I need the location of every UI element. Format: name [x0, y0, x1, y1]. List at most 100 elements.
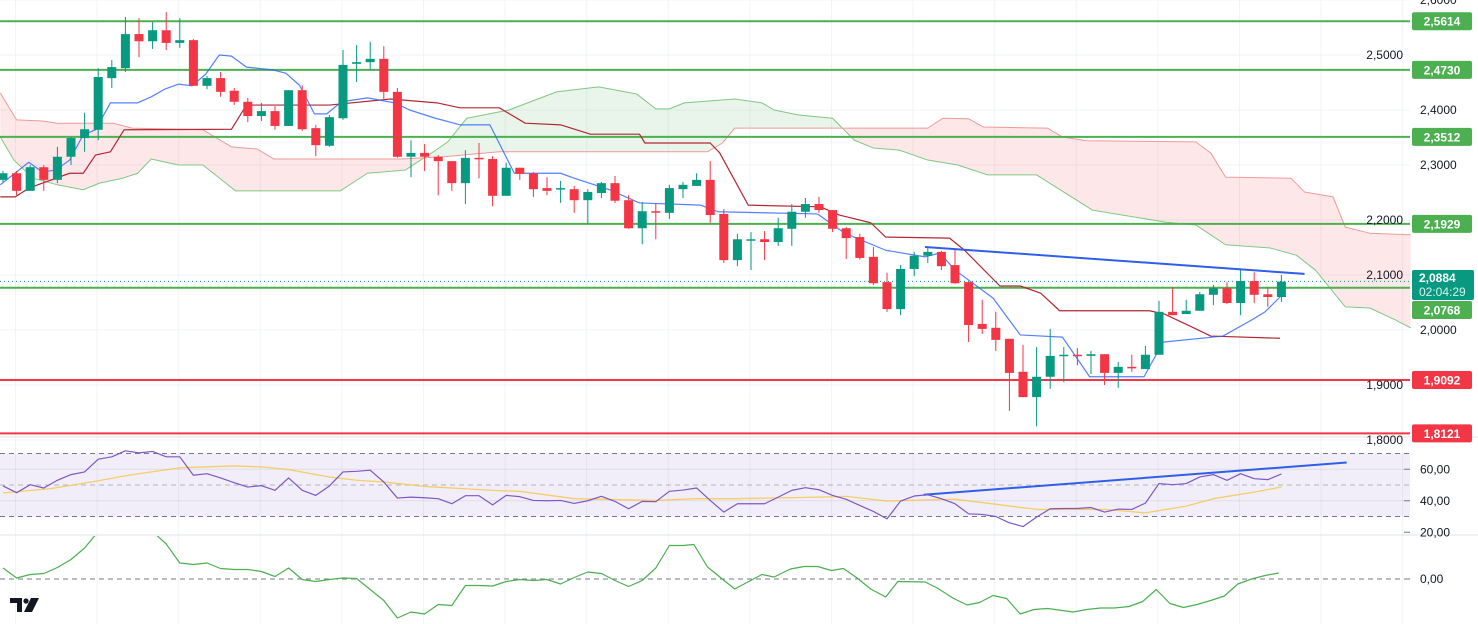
candle-body: [297, 90, 307, 130]
candle-body: [828, 210, 838, 229]
candle-bearish: [1127, 354, 1137, 372]
level-price-label[interactable]: 2,5614: [1412, 12, 1472, 31]
candle-body: [569, 189, 579, 201]
momentum-pane: [0, 536, 1410, 619]
level-price-label[interactable]: 2,1929: [1412, 214, 1472, 233]
price-axis[interactable]: 2,6000 2,5000 2,4000 2,3000 2,2000 2,1000 2,00…: [1366, 0, 1474, 586]
candle-bearish: [1249, 272, 1259, 304]
candle-bearish: [270, 106, 280, 130]
candle-body: [406, 152, 416, 157]
candle-bearish: [134, 18, 144, 58]
candle-body: [977, 323, 987, 329]
candle-bearish: [447, 161, 457, 191]
tradingview-logo[interactable]: [10, 598, 39, 612]
candle-body: [692, 179, 702, 186]
candle-bearish: [1018, 344, 1028, 398]
level-label-background: [1412, 60, 1472, 79]
level-price-label[interactable]: 2,0768: [1412, 301, 1472, 319]
candle-body: [25, 167, 35, 191]
candle-bullish: [787, 204, 797, 246]
candle-body: [760, 239, 770, 242]
candle-body: [637, 211, 647, 229]
candle-body: [950, 265, 960, 284]
candle-bullish: [773, 217, 783, 246]
candle-bullish: [352, 45, 362, 82]
candle-bearish: [243, 97, 253, 123]
level-price-label[interactable]: 1,8121: [1412, 424, 1472, 443]
candle-bearish: [705, 161, 715, 223]
candle-body: [175, 40, 185, 43]
candle-bullish: [120, 17, 130, 73]
candle-body: [624, 200, 634, 229]
candle-body: [379, 58, 389, 92]
current-price-value: 2,0884: [1419, 271, 1456, 285]
candle-body: [1140, 354, 1150, 370]
candle-bullish: [284, 90, 294, 126]
candle-body: [120, 34, 130, 69]
level-price-label[interactable]: 1,9092: [1412, 370, 1472, 389]
candle-body: [202, 78, 212, 86]
candle-body: [868, 256, 878, 284]
candle-body: [460, 157, 470, 184]
price-trendline[interactable]: [925, 245, 1305, 275]
candle-body: [0, 173, 8, 180]
candle-body: [474, 157, 484, 160]
candle-bearish: [868, 246, 878, 285]
candle-body: [1032, 376, 1042, 398]
candle-bullish: [175, 18, 185, 48]
candle-bearish: [528, 172, 538, 197]
candle-bearish: [936, 250, 946, 271]
candle-body: [515, 167, 525, 174]
candle-bullish: [800, 198, 810, 218]
level-label-text: 1,9092: [1424, 373, 1461, 387]
candle-body: [243, 101, 253, 117]
candle-bullish: [596, 182, 606, 198]
candle-bullish: [1032, 347, 1042, 427]
candle-bearish: [161, 12, 171, 51]
candle-body: [134, 34, 144, 42]
logo-mark-dot: [23, 598, 29, 604]
candle-body: [596, 183, 606, 194]
level-label-background: [1412, 127, 1472, 146]
rsi-pane: [0, 453, 1410, 517]
rsi-trendline[interactable]: [923, 461, 1347, 496]
candle-body: [1045, 355, 1055, 377]
candle-bullish: [107, 59, 117, 88]
candle-body: [12, 173, 22, 191]
candle-bearish: [651, 202, 661, 240]
level-price-label[interactable]: 2,3512: [1412, 127, 1472, 146]
horizontal-levels[interactable]: [0, 20, 1410, 435]
candle-body: [528, 173, 538, 190]
candle-body: [161, 30, 171, 43]
candle-body: [651, 211, 661, 213]
candle-bullish: [1195, 292, 1205, 311]
candle-body: [841, 228, 851, 239]
candle-body: [542, 188, 552, 191]
level-label-text: 2,4730: [1424, 63, 1461, 77]
level-label-text: 2,3512: [1424, 130, 1461, 144]
candle-bullish: [896, 265, 906, 316]
candle-bullish: [93, 68, 103, 141]
candle-bearish: [610, 176, 620, 203]
candle-bullish: [365, 41, 375, 70]
candle-bullish: [202, 75, 212, 90]
trendlines[interactable]: [923, 245, 1347, 496]
candle-bullish: [637, 201, 647, 245]
candle-bearish: [991, 311, 1001, 351]
price-tick-label: 1,9000: [1366, 378, 1403, 392]
candle-bearish: [12, 171, 22, 196]
candle-bullish: [338, 50, 348, 120]
candle-body: [773, 228, 783, 242]
candle-bullish: [1086, 350, 1096, 374]
candle-body: [1100, 354, 1110, 373]
price-tick-label: 1,8000: [1366, 433, 1403, 447]
level-price-label[interactable]: 2,4730: [1412, 60, 1472, 79]
cloud-bearish: [843, 118, 1411, 328]
level-label-text: 2,0768: [1424, 304, 1461, 318]
candle-bearish: [1100, 354, 1110, 385]
price-tick-label: 2,6000: [1420, 0, 1457, 7]
candle-bearish: [515, 167, 525, 180]
